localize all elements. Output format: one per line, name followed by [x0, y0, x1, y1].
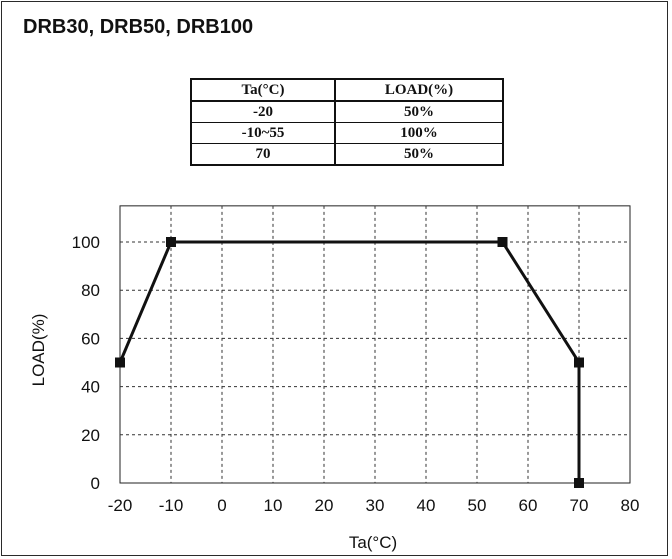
x-tick-label: 40 — [417, 496, 436, 515]
data-point-marker — [166, 237, 176, 247]
x-tick-label: -10 — [159, 496, 184, 515]
grid — [119, 205, 631, 484]
y-tick-label: 20 — [81, 426, 100, 445]
cell-load: 50% — [334, 100, 504, 123]
y-axis-label: LOAD(%) — [29, 314, 48, 387]
series-line — [118, 240, 581, 483]
chart-title: DRB30, DRB50, DRB100 — [23, 16, 254, 38]
cell-ta: 70 — [190, 143, 336, 166]
y-tick-label: 60 — [81, 329, 100, 348]
data-point-marker — [497, 237, 508, 247]
y-tick-label: 100 — [72, 233, 100, 252]
tick-labels: -20 -10 0 10 20 30 40 50 60 70 80 0 20 40 60 80 100 — [72, 233, 640, 515]
x-tick-label: 20 — [315, 496, 334, 515]
x-tick-label: 0 — [217, 496, 226, 515]
cell-ta: -10~55 — [190, 122, 336, 144]
data-point-marker — [574, 357, 584, 368]
table-row: 70 50% — [190, 143, 504, 166]
header-ta: Ta(°C) — [190, 78, 336, 102]
table-row: -10~55 100% — [190, 122, 504, 144]
y-tick-label: 40 — [81, 378, 100, 397]
y-tick-label: 0 — [91, 474, 100, 493]
header-load: LOAD(%) — [334, 78, 504, 102]
data-point-marker — [115, 357, 125, 368]
x-tick-label: 10 — [264, 496, 283, 515]
table-header-row: Ta(°C) LOAD(%) — [190, 78, 504, 102]
data-point-marker — [574, 478, 584, 488]
y-tick-label: 80 — [81, 281, 100, 300]
x-tick-label: 60 — [519, 496, 538, 515]
x-tick-label: 50 — [468, 496, 487, 515]
x-axis-label: Ta(°C) — [349, 533, 397, 552]
x-tick-label: 30 — [366, 496, 385, 515]
x-tick-label: 70 — [570, 496, 589, 515]
series-layer — [115, 237, 584, 488]
cell-load: 100% — [334, 122, 504, 144]
cell-load: 50% — [334, 143, 504, 166]
x-tick-label: -20 — [108, 496, 133, 515]
derating-table: Ta(°C) LOAD(%) -20 50% -10~55 100% 70 50… — [190, 78, 504, 166]
x-tick-label: 80 — [621, 496, 640, 515]
